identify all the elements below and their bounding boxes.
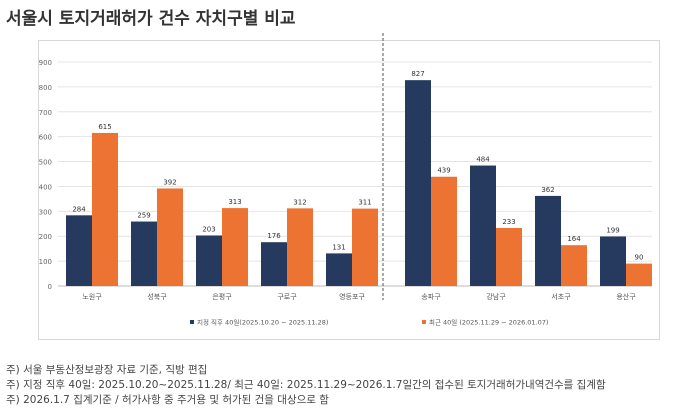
data-label: 164: [567, 235, 581, 243]
bar-recent: [496, 228, 522, 286]
bar-initial: [535, 195, 561, 286]
x-tick-label: 성북구: [147, 292, 167, 301]
bar-recent: [287, 208, 313, 286]
data-label: 233: [502, 218, 515, 226]
y-tick-label: 600: [39, 134, 52, 142]
bar-recent: [92, 132, 118, 286]
data-label: 176: [267, 232, 281, 240]
bar-initial: [66, 215, 92, 286]
legend-swatch: [190, 320, 194, 324]
y-tick-label: 0: [48, 283, 52, 291]
bar-recent: [431, 176, 457, 286]
data-label: 615: [98, 123, 111, 131]
data-label: 284: [72, 205, 86, 213]
data-label: 259: [137, 212, 150, 220]
note-period: 주) 지정 직후 40일: 2025.10.20~2025.11.28/ 최근 …: [6, 379, 606, 391]
x-tick-label: 노원구: [82, 292, 102, 301]
data-label: 203: [202, 225, 215, 233]
data-label: 313: [228, 198, 241, 206]
legend-label: 지정 직후 40일(2025.10.20 ~ 2025.11.28): [197, 318, 328, 327]
y-tick-label: 800: [39, 84, 52, 92]
y-tick-label: 900: [39, 59, 52, 67]
bar-initial: [326, 253, 352, 286]
x-tick-label: 은평구: [212, 292, 232, 301]
bar-chart: 0 100 200 300 400 500 600 700 800 900 284 615 노원구 259…: [39, 33, 652, 327]
data-label: 90: [635, 254, 644, 262]
note-source: 주) 서울 부동산정보광장 자료 기준, 직방 편집: [6, 364, 208, 376]
bar-initial: [600, 236, 626, 286]
note-criteria: 주) 2026.1.7 집계기준 / 허가사항 중 주거용 및 허가된 건을 대…: [6, 394, 329, 406]
bar-initial: [470, 165, 496, 286]
data-label: 131: [332, 243, 345, 251]
data-label: 392: [163, 178, 176, 186]
data-label: 311: [358, 199, 371, 207]
legend-swatch: [422, 320, 426, 324]
y-tick-label: 300: [39, 208, 52, 216]
y-tick-label: 200: [39, 233, 52, 241]
bar-recent: [352, 208, 378, 286]
bar-initial: [196, 235, 222, 286]
y-tick-label: 700: [39, 109, 52, 117]
x-tick-label: 송파구: [421, 292, 441, 301]
x-tick-label: 강남구: [486, 292, 506, 301]
y-tick-label: 400: [39, 183, 52, 191]
x-tick-label: 용산구: [616, 292, 636, 301]
y-tick-label: 100: [39, 258, 52, 266]
data-label: 439: [437, 167, 450, 175]
x-tick-label: 영등포구: [339, 292, 365, 301]
x-tick-label: 구로구: [277, 293, 297, 301]
data-label: 362: [541, 186, 554, 194]
bar-recent: [157, 188, 183, 286]
chart-frame: [38, 40, 660, 340]
data-label: 312: [293, 198, 306, 206]
bar-initial: [261, 242, 287, 286]
y-tick-label: 500: [39, 159, 52, 167]
data-label: 199: [606, 226, 619, 234]
data-label: 484: [476, 156, 490, 164]
bar-recent: [561, 245, 587, 286]
bar-initial: [131, 221, 157, 286]
x-tick-label: 서초구: [551, 292, 571, 301]
bar-initial: [405, 80, 431, 287]
legend-label: 최근 40일 (2025.11.29 ~ 2026.01.07): [429, 318, 548, 327]
data-label: 827: [411, 70, 424, 78]
bar-recent: [626, 263, 652, 286]
bar-recent: [222, 208, 248, 286]
page-title: 서울시 토지거래허가 건수 자치구별 비교: [6, 9, 296, 29]
